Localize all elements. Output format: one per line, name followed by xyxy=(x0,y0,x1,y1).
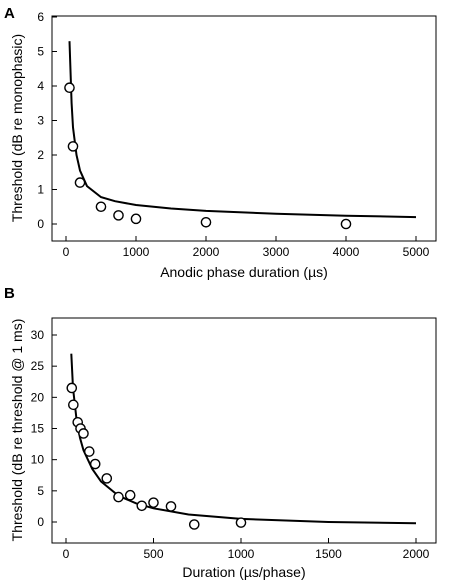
data-point xyxy=(340,218,352,230)
data-point xyxy=(66,382,78,394)
y-tick-label: 6 xyxy=(37,10,44,24)
x-tick-label: 2000 xyxy=(193,245,220,259)
x-tick-label: 0 xyxy=(63,547,70,561)
panel-b-x-axis-title: Duration (µs/phase) xyxy=(182,564,305,580)
panel-a-y-axis: 0 1 2 3 4 5 6 xyxy=(37,10,57,231)
data-point xyxy=(95,201,107,213)
data-point xyxy=(235,517,247,528)
y-tick-label: 20 xyxy=(31,390,45,404)
panel-b-data-points xyxy=(66,382,247,530)
panel-b-plot-frame xyxy=(51,317,437,544)
data-point xyxy=(78,428,89,439)
data-point xyxy=(89,458,101,470)
y-tick-label: 0 xyxy=(37,515,44,529)
y-tick-label: 30 xyxy=(31,328,45,342)
panel-a-plot-frame xyxy=(51,15,437,242)
panel-b-y-axis-title: Threshold (dB re threshold @ 1 ms) xyxy=(9,319,25,542)
x-tick-label: 0 xyxy=(63,245,70,259)
x-tick-label: 3000 xyxy=(263,245,290,259)
x-tick-label: 1500 xyxy=(315,547,342,561)
y-tick-label: 0 xyxy=(37,217,44,231)
data-point xyxy=(148,497,159,508)
y-tick-label: 25 xyxy=(31,359,45,373)
y-tick-label: 4 xyxy=(37,79,44,93)
data-point xyxy=(200,216,212,228)
x-tick-label: 4000 xyxy=(333,245,360,259)
y-tick-label: 5 xyxy=(37,484,44,498)
data-point xyxy=(83,446,95,457)
data-point xyxy=(67,141,79,152)
data-point xyxy=(165,501,177,512)
x-tick-label: 2000 xyxy=(403,547,430,561)
panel-a-letter: A xyxy=(4,5,15,22)
y-tick-label: 5 xyxy=(37,45,44,59)
panel-a-y-axis-title: Threshold (dB re monophasic) xyxy=(9,34,25,222)
panel-b-letter: B xyxy=(4,285,15,302)
y-tick-label: 15 xyxy=(31,422,45,436)
panel-b-x-axis: 0 500 1000 1500 2000 xyxy=(63,538,430,561)
x-tick-label: 500 xyxy=(143,547,163,561)
data-point xyxy=(68,399,79,411)
panel-a-fit-line xyxy=(68,41,417,219)
data-point xyxy=(113,210,124,221)
panel-a: A 0 1000 2000 3000 4000 5000 0 1 2 3 4 5 6 Anodic p… xyxy=(4,5,437,280)
x-tick-label: 1000 xyxy=(123,245,150,259)
y-tick-label: 1 xyxy=(37,183,44,197)
data-point xyxy=(113,491,124,503)
y-tick-label: 10 xyxy=(31,453,45,467)
data-point xyxy=(64,82,75,94)
panel-b-y-axis: 0 5 10 15 20 25 30 xyxy=(31,328,57,529)
panel-a-x-axis-title: Anodic phase duration (µs) xyxy=(160,264,328,280)
y-tick-label: 2 xyxy=(37,148,44,162)
data-point xyxy=(101,473,113,484)
data-point xyxy=(136,500,148,512)
x-tick-label: 5000 xyxy=(403,245,430,259)
panel-a-data-points xyxy=(64,82,352,230)
data-point xyxy=(188,519,200,530)
data-point xyxy=(124,489,136,501)
panel-a-x-axis: 0 1000 2000 3000 4000 5000 xyxy=(63,236,430,259)
y-tick-label: 3 xyxy=(37,114,44,128)
x-tick-label: 1000 xyxy=(228,547,255,561)
data-point xyxy=(130,213,142,225)
panel-b: B 0 500 1000 1500 2000 0 5 10 15 20 25 30 Duration… xyxy=(4,285,437,580)
data-point xyxy=(74,177,86,188)
